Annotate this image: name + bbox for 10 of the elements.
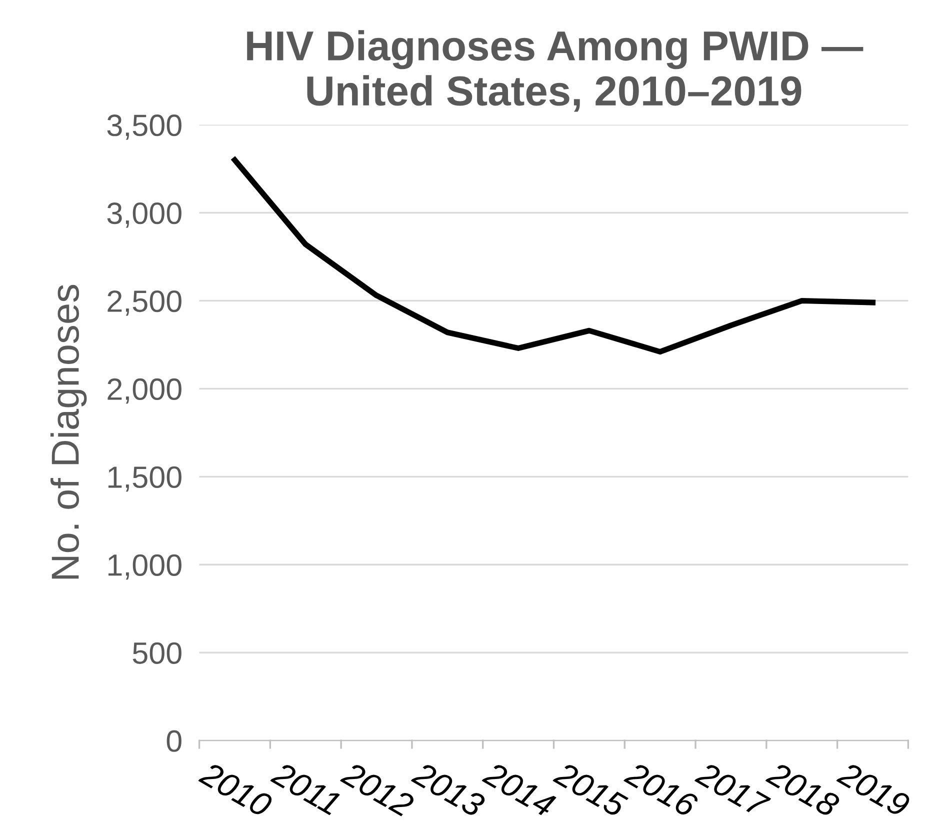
chart-title: HIV Diagnoses Among PWID — United States, 2010–2019 bbox=[247, 30, 864, 112]
y-tick-label: 2,500 bbox=[108, 290, 182, 316]
y-tick-label: 0 bbox=[166, 730, 182, 752]
y-tick-label: 1,000 bbox=[108, 554, 182, 580]
y-tick-label: 1,500 bbox=[108, 466, 182, 492]
y-axis-title: No. of Diagnoses bbox=[50, 284, 87, 579]
y-tick-label: 3,000 bbox=[107, 202, 182, 228]
y-tick-label: 2,000 bbox=[108, 378, 182, 404]
y-tick-label: 3,500 bbox=[107, 114, 182, 140]
y-tick-label: 500 bbox=[132, 642, 182, 664]
